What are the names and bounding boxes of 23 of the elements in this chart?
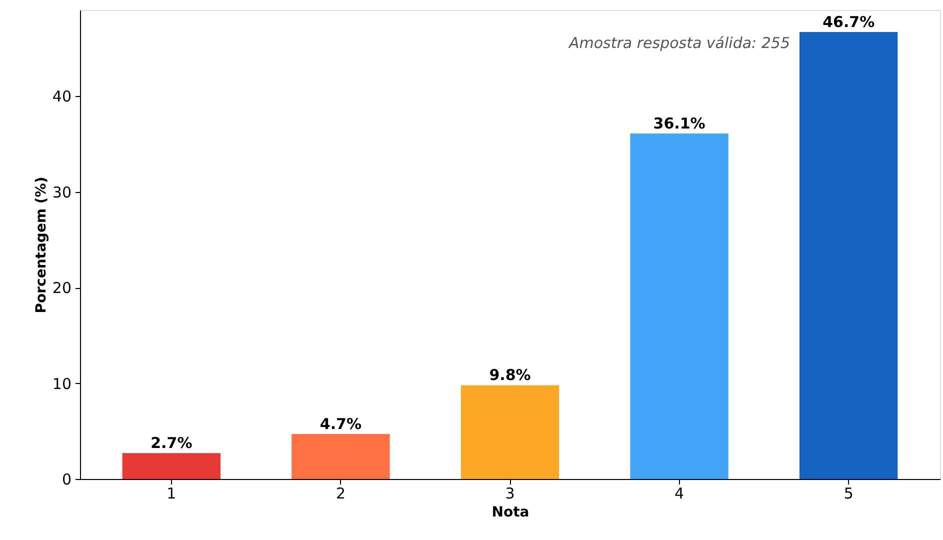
x-tick-label: 1	[166, 484, 176, 502]
x-axis-title: Nota	[492, 504, 530, 520]
bar	[292, 434, 390, 479]
data-label: 9.8%	[489, 366, 531, 384]
bar	[460, 385, 560, 479]
data-label: 36.1%	[653, 114, 706, 132]
x-tick-label: 4	[674, 484, 684, 502]
x-tick-label: 5	[844, 484, 854, 502]
y-tick-label: 10	[52, 374, 72, 393]
y-tick-label: 30	[52, 183, 72, 202]
x-tick-label: 3	[505, 484, 515, 502]
y-tick-label: 0	[62, 470, 72, 488]
data-label: 2.7%	[150, 434, 192, 452]
x-tick-label: 2	[336, 484, 346, 502]
bar	[799, 32, 898, 479]
bar	[630, 133, 728, 479]
y-tick-label: 20	[52, 279, 72, 298]
y-tick-label: 40	[52, 88, 72, 106]
data-label: 46.7%	[822, 13, 875, 32]
y-axis-title: Porcentagem (%)	[33, 176, 50, 314]
bar	[122, 453, 221, 479]
data-label: 4.7%	[320, 415, 362, 434]
annotation: Amostra resposta válida: 255	[568, 34, 790, 52]
